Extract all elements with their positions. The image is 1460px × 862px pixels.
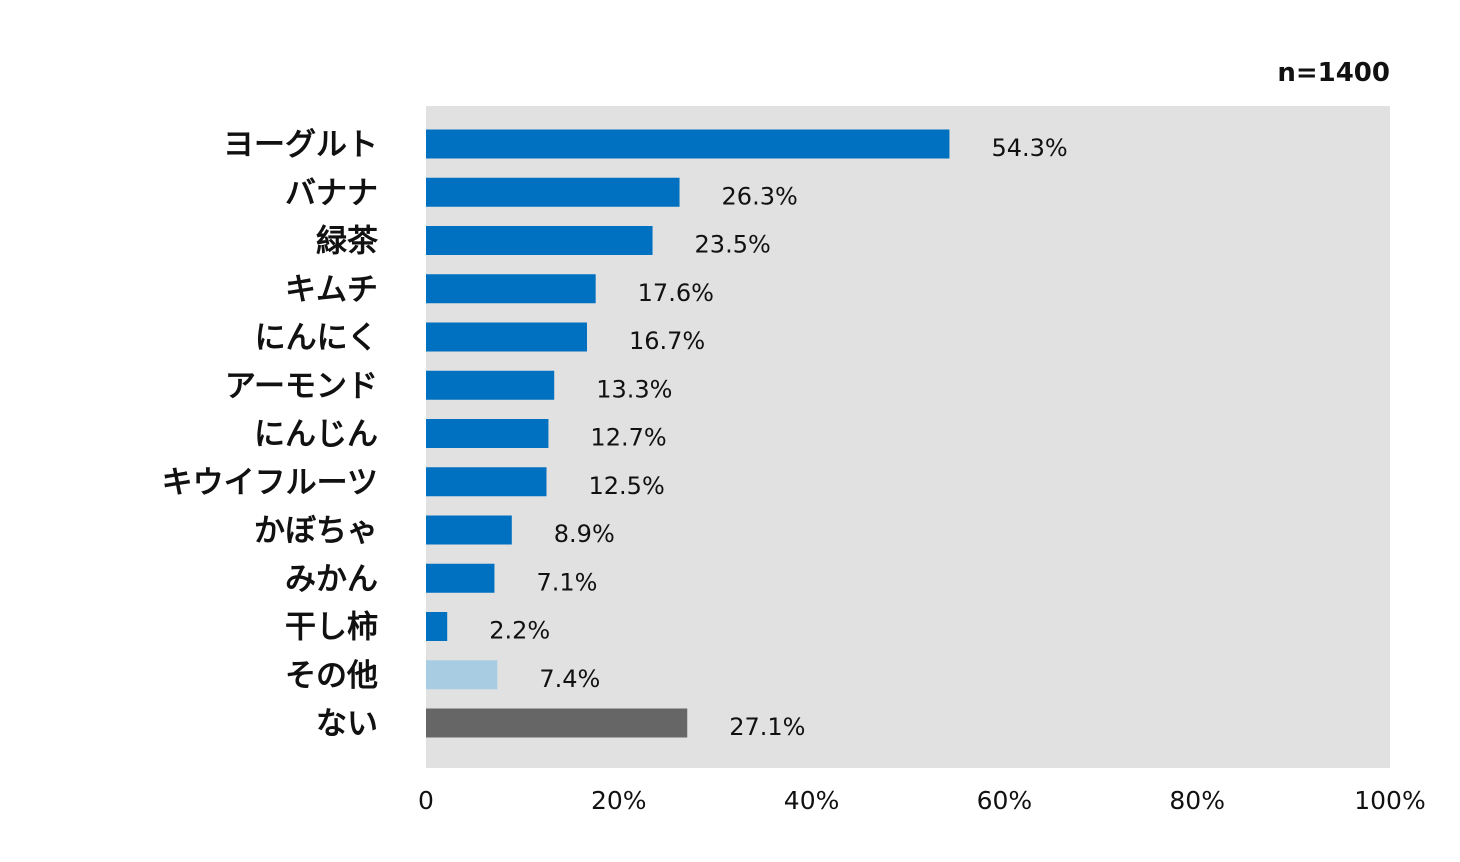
category-label: 緑茶 [316, 224, 379, 260]
category-label: バナナ [285, 175, 378, 211]
value-label: 12.5% [589, 472, 665, 500]
category-label: アーモンド [225, 368, 378, 404]
category-label: ヨーグルト [223, 127, 378, 163]
bar [426, 370, 555, 400]
category-label: その他 [285, 658, 378, 694]
value-labels-group: 54.3% 26.3% 23.5% 17.6% 16.7% 13.3% 12.7% 12.5%… [489, 134, 1067, 741]
bar [426, 612, 448, 641]
bar [426, 708, 688, 738]
bar [426, 129, 950, 159]
value-label: 2.2% [489, 617, 550, 645]
value-label: 54.3% [991, 134, 1067, 162]
category-label: ない [316, 706, 378, 742]
category-label: キムチ [285, 272, 378, 308]
bar [426, 563, 495, 593]
value-label: 27.1% [729, 713, 805, 741]
bar [426, 226, 653, 255]
bar [426, 177, 680, 207]
bar [426, 419, 549, 448]
x-tick-label: 0 [418, 786, 434, 815]
plot-area-background [426, 106, 1390, 768]
value-label: 13.3% [596, 375, 672, 403]
bar [426, 660, 498, 690]
x-tick-label: 100% [1354, 786, 1425, 815]
category-label: 干し柿 [285, 610, 378, 646]
x-axis-tick-labels: 0 20% 40% 60% 80% 100% [418, 786, 1426, 815]
value-label: 7.1% [536, 568, 597, 596]
x-tick-label: 40% [784, 786, 840, 815]
sample-size-label: n=1400 [1277, 58, 1390, 88]
value-label: 16.7% [629, 327, 705, 355]
x-tick-label: 60% [977, 786, 1033, 815]
category-label: にんにく [255, 320, 378, 356]
category-label: キウイフルーツ [162, 465, 378, 501]
bars-group [426, 129, 950, 738]
value-label: 26.3% [722, 182, 798, 210]
bar [426, 274, 596, 304]
value-label: 17.6% [638, 279, 714, 307]
value-label: 7.4% [539, 665, 600, 693]
bar [426, 322, 587, 352]
bar [426, 515, 512, 545]
x-tick-label: 20% [591, 786, 647, 815]
category-labels-group: ヨーグルトバナナ緑茶キムチにんにくアーモンドにんじんキウイフルーツかぼちゃみかん… [162, 127, 379, 742]
category-label: みかん [285, 561, 378, 597]
value-label: 23.5% [695, 231, 771, 259]
x-tick-label: 80% [1169, 786, 1225, 815]
category-label: かぼちゃ [254, 513, 378, 549]
category-label: にんじん [254, 417, 378, 453]
value-label: 12.7% [590, 424, 666, 452]
bar [426, 467, 547, 497]
value-label: 8.9% [554, 520, 615, 548]
